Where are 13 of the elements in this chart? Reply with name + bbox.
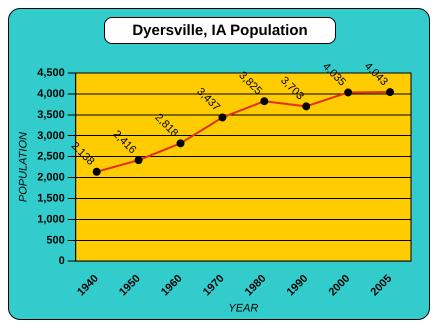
y-tick-label: 4,500 — [37, 67, 65, 80]
x-axis-title: YEAR — [228, 302, 258, 314]
y-tick-label: 2,500 — [37, 150, 65, 163]
chart-title: Dyersville, IA Population — [104, 17, 336, 44]
y-tick-label: 1,000 — [37, 213, 65, 226]
y-tick-label: 4,000 — [37, 88, 65, 100]
y-axis-title: POPULATION — [18, 132, 30, 202]
y-tick-label: 0 — [58, 255, 65, 268]
y-tick-label: 2,000 — [37, 172, 65, 184]
y-tick-label: 3,500 — [37, 108, 65, 121]
y-tick-label: 1,500 — [37, 192, 65, 204]
y-tick-label: 3,000 — [37, 130, 65, 142]
y-tick-label: 500 — [46, 234, 65, 246]
